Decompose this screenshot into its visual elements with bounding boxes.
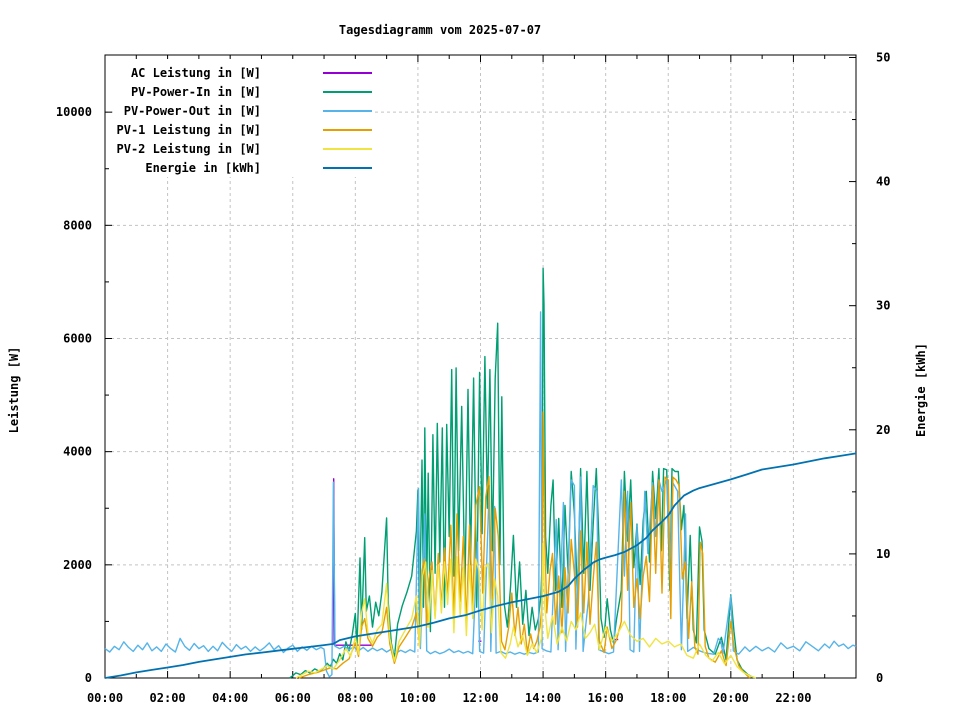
legend-label: AC Leistung in [W] (130, 65, 261, 80)
svg-text:4000: 4000 (63, 445, 92, 459)
legend-spacer (261, 110, 323, 111)
svg-text:10: 10 (876, 547, 890, 561)
legend-spacer (261, 167, 323, 168)
legend-spacer (261, 91, 323, 92)
svg-text:10000: 10000 (56, 105, 92, 119)
svg-text:6000: 6000 (63, 331, 92, 345)
legend: AC Leistung in [W] PV-Power-In in [W] PV… (113, 59, 372, 177)
svg-text:08:00: 08:00 (337, 691, 373, 705)
svg-text:20: 20 (876, 423, 890, 437)
svg-text:0: 0 (85, 671, 92, 685)
svg-text:00:00: 00:00 (87, 691, 123, 705)
svg-text:40: 40 (876, 175, 890, 189)
svg-text:02:00: 02:00 (150, 691, 186, 705)
svg-text:14:00: 14:00 (525, 691, 561, 705)
legend-spacer (261, 148, 323, 149)
legend-label: PV-Power-Out in [W] (123, 103, 261, 118)
svg-text:30: 30 (876, 299, 890, 313)
legend-row: PV-1 Leistung in [W] (113, 120, 372, 139)
legend-label: Energie in [kWh] (145, 160, 261, 175)
chart-title: Tagesdiagramm vom 2025-07-07 (338, 23, 542, 37)
legend-row: AC Leistung in [W] (113, 63, 372, 82)
legend-row: Energie in [kWh] (113, 158, 372, 177)
legend-row: PV-Power-In in [W] (113, 82, 372, 101)
svg-text:2000: 2000 (63, 558, 92, 572)
svg-text:04:00: 04:00 (212, 691, 248, 705)
legend-line-swatch (323, 128, 372, 131)
svg-text:10:00: 10:00 (400, 691, 436, 705)
svg-text:06:00: 06:00 (275, 691, 311, 705)
svg-text:20:00: 20:00 (713, 691, 749, 705)
svg-text:18:00: 18:00 (650, 691, 686, 705)
legend-label: PV-Power-In in [W] (130, 84, 261, 99)
legend-label: PV-1 Leistung in [W] (116, 122, 262, 137)
legend-spacer (261, 72, 323, 73)
y-right-axis-label: Energie [kWh] (914, 343, 928, 437)
legend-line-swatch (323, 109, 372, 112)
svg-text:8000: 8000 (63, 218, 92, 232)
svg-text:0: 0 (876, 671, 883, 685)
legend-label: PV-2 Leistung in [W] (116, 141, 262, 156)
legend-line-swatch (323, 90, 372, 93)
legend-line-swatch (323, 71, 372, 74)
svg-text:22:00: 22:00 (775, 691, 811, 705)
svg-text:12:00: 12:00 (462, 691, 498, 705)
legend-line-swatch (323, 166, 372, 169)
y-left-axis-label: Leistung [W] (7, 346, 21, 434)
svg-text:50: 50 (876, 50, 890, 64)
legend-spacer (261, 129, 323, 130)
svg-text:16:00: 16:00 (588, 691, 624, 705)
legend-row: PV-2 Leistung in [W] (113, 139, 372, 158)
legend-row: PV-Power-Out in [W] (113, 101, 372, 120)
legend-line-swatch (323, 147, 372, 150)
